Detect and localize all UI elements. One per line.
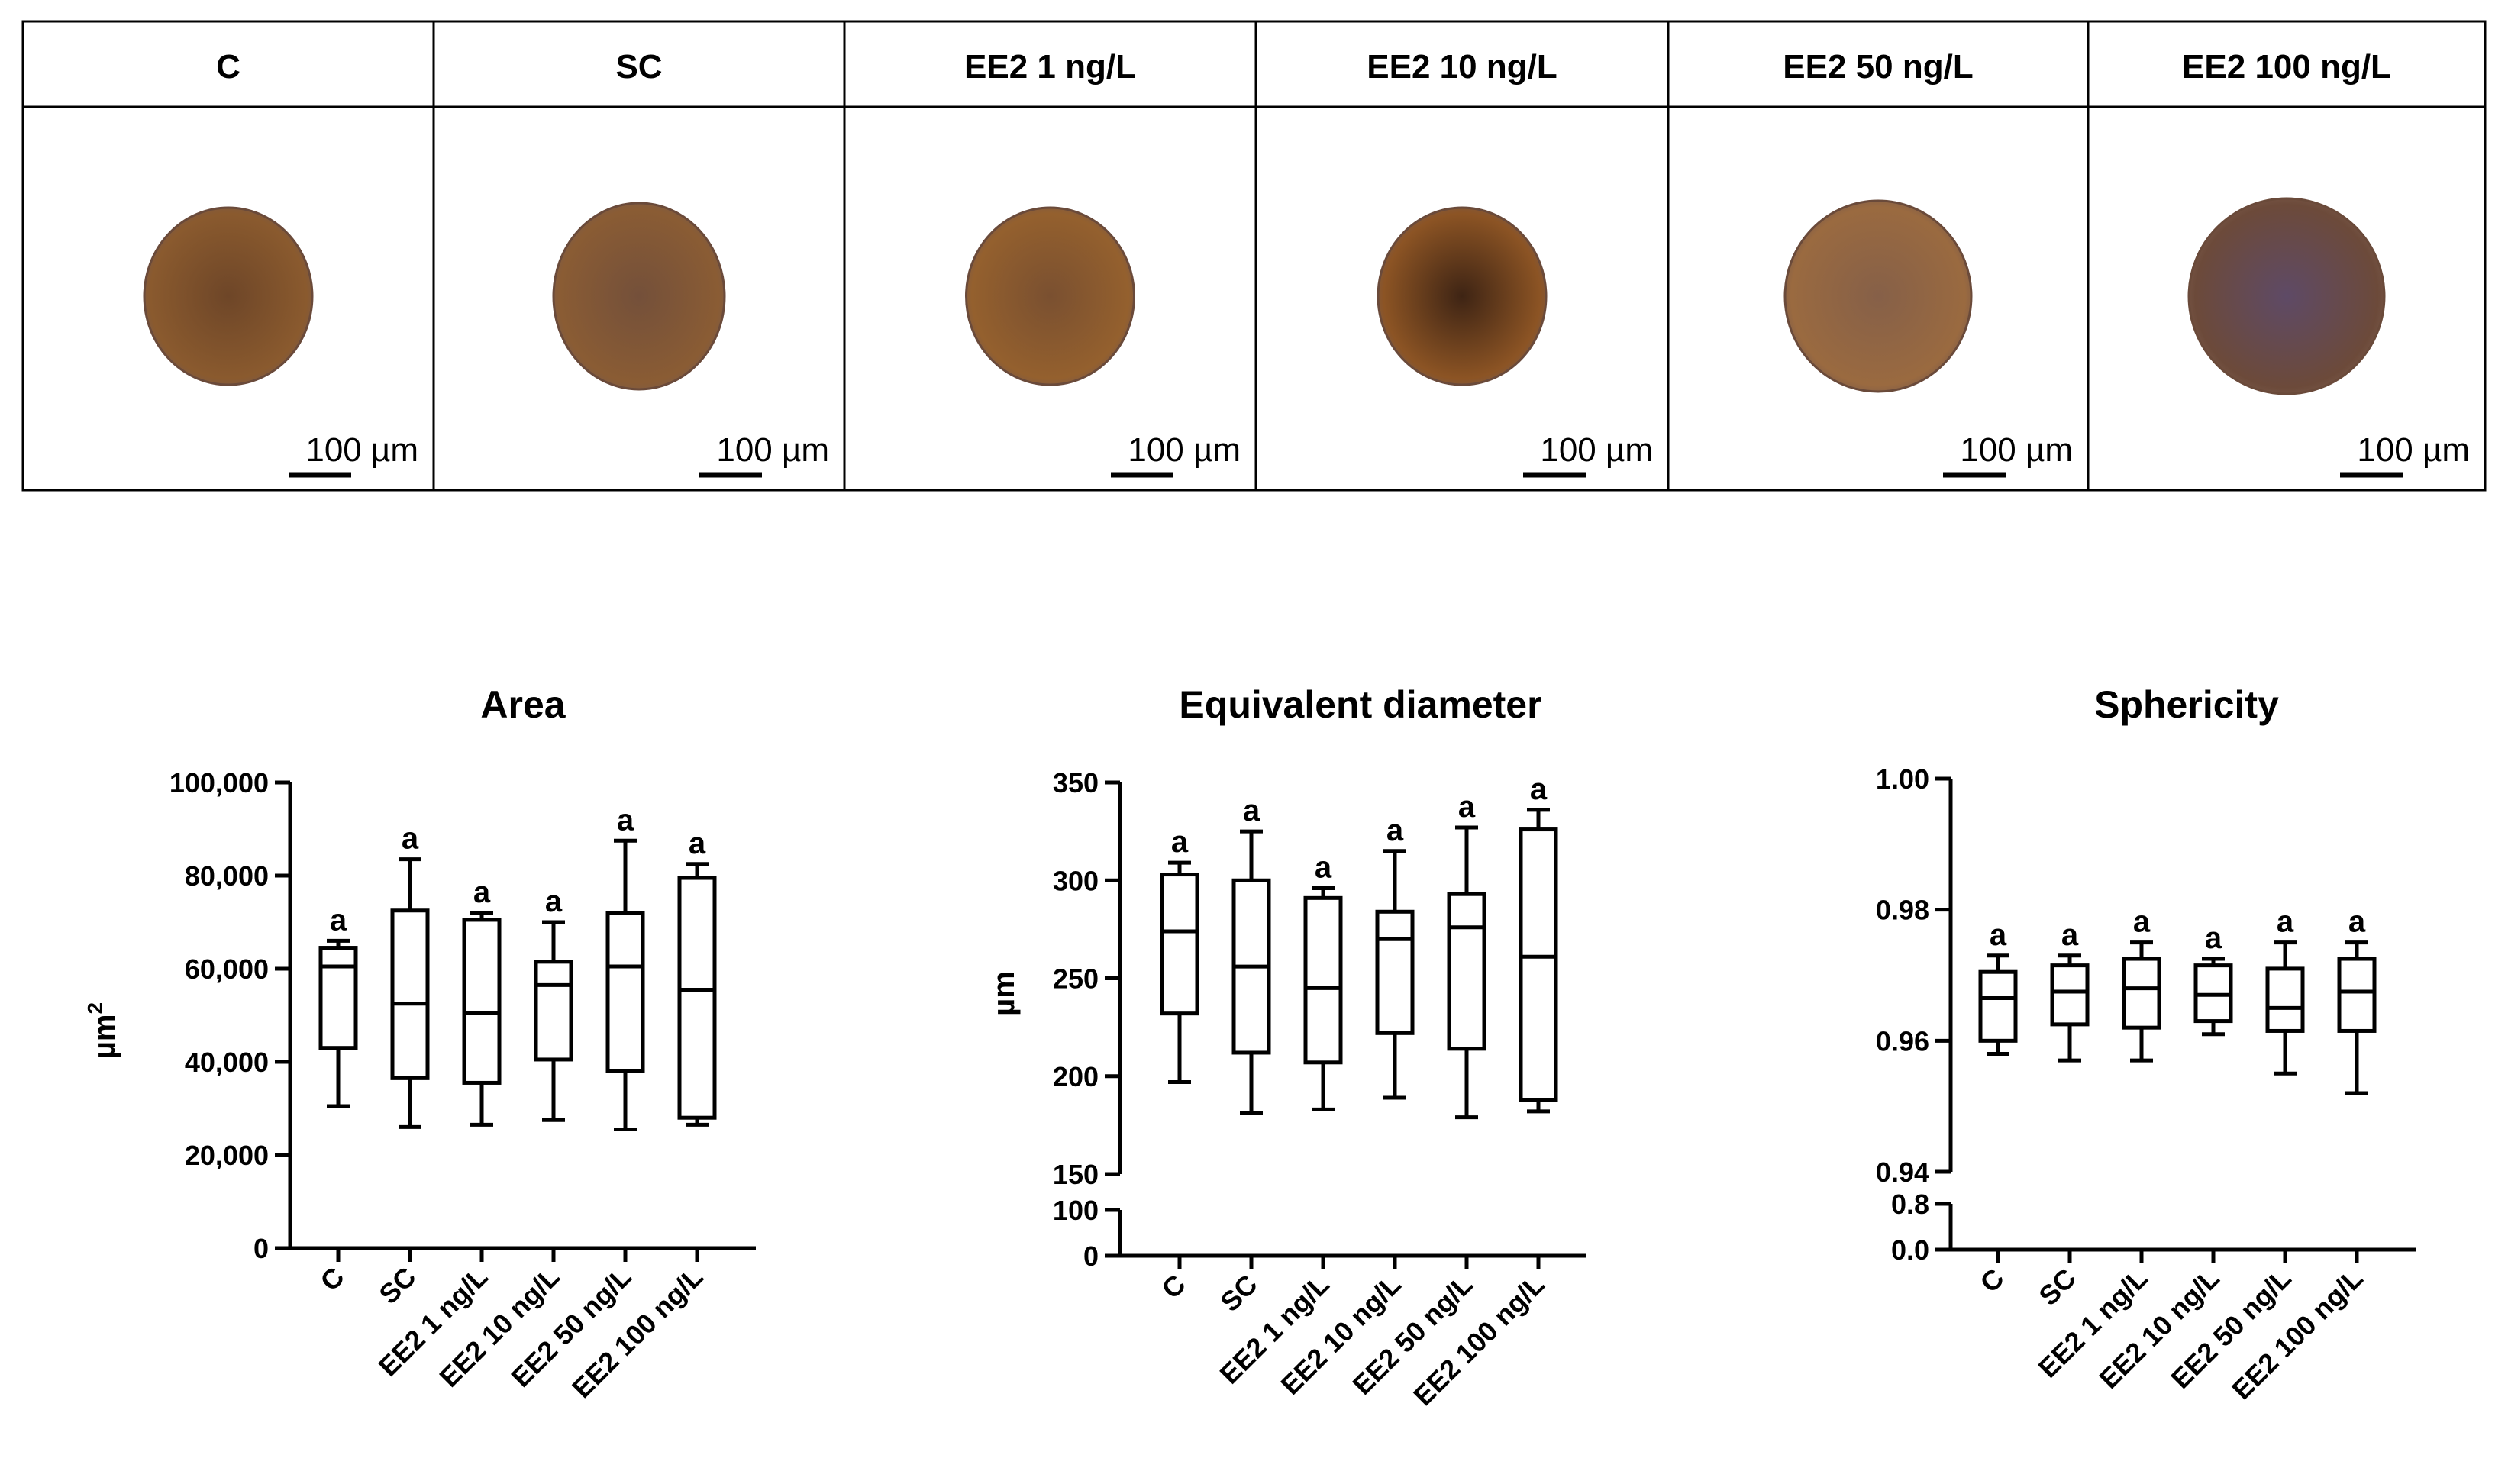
spheroid-image-ee2-50-ng-l	[1783, 199, 1973, 393]
box-c	[1160, 873, 1199, 1016]
box-ee2-50-ng-l	[2265, 966, 2305, 1033]
significance-letter: a	[689, 827, 706, 860]
x-tick-label-sc: SC	[2032, 1263, 2081, 1311]
box-sc	[2050, 963, 2090, 1027]
scale-bar-label: 100 µm	[305, 431, 418, 469]
significance-letter: a	[2277, 905, 2294, 939]
significance-letter: a	[545, 885, 563, 918]
box-ee2-50-ng-l	[1447, 892, 1486, 1051]
scale-bar-label: 100 µm	[2357, 431, 2470, 469]
scale-bar-label: 100 µm	[1128, 431, 1241, 469]
box-ee2-1-ng-l	[1303, 895, 1343, 1065]
y-tick-label: 200	[1053, 1061, 1099, 1092]
y-axis-label-superscript: 2	[83, 1002, 107, 1015]
x-tick-label-c: C	[1974, 1263, 2009, 1298]
panel-header-sc: SC	[615, 48, 662, 85]
chart-title: Equivalent diameter	[1179, 683, 1541, 726]
y-tick-label: 1.00	[1876, 763, 1929, 795]
spheroid-image-sc	[552, 202, 726, 391]
y-tick-label: 100,000	[169, 767, 269, 798]
panel-header-ee2-1-ng-l: EE2 1 ng/L	[964, 48, 1136, 85]
box-sc	[390, 908, 430, 1080]
y-tick-label: 0.8	[1891, 1189, 1929, 1220]
scale-bar-label: 100 µm	[716, 431, 829, 469]
significance-letter: a	[1315, 851, 1332, 885]
spheroid-image-ee2-1-ng-l	[965, 206, 1135, 386]
y-tick-label: 60,000	[185, 953, 269, 985]
spheroid-image-ee2-100-ng-l	[2187, 197, 2386, 395]
x-tick-label-c: C	[314, 1261, 350, 1297]
significance-letter: a	[617, 803, 634, 837]
significance-letter: a	[2061, 918, 2079, 952]
spheroid-image-c	[143, 206, 314, 386]
y-tick-label: 100	[1053, 1195, 1099, 1226]
y-tick-label: 0.0	[1891, 1234, 1929, 1266]
equivalent-diameter-chart: Equivalent diameter 150 200 250 300 350 0 100 µm…	[987, 683, 1586, 1411]
y-tick-label: 40,000	[185, 1047, 269, 1078]
box-ee2-1-ng-l	[462, 918, 502, 1085]
y-tick-label: 0.96	[1876, 1025, 1929, 1057]
y-tick-label: 350	[1053, 767, 1099, 798]
scale-bar-label: 100 µm	[1540, 431, 1653, 469]
significance-letter: a	[330, 903, 347, 937]
box-ee2-100-ng-l	[2337, 957, 2377, 1033]
panel-frame	[21, 20, 2487, 492]
significance-letter: a	[2205, 921, 2222, 955]
y-tick-label: 0	[1083, 1240, 1099, 1272]
box-ee2-100-ng-l	[677, 876, 717, 1120]
scale-bar-label: 100 µm	[1960, 431, 2073, 469]
significance-letter: a	[1386, 814, 1404, 847]
box-ee2-10-ng-l	[534, 960, 573, 1062]
box-ee2-1-ng-l	[2122, 957, 2161, 1030]
spheroid-image-panel: C 100 µm SC 100 µm EE2 1 ng/L 100 µm EE2 10 ng…	[21, 20, 2487, 492]
x-tick-label-sc: SC	[373, 1261, 421, 1310]
panel-header-ee2-50-ng-l: EE2 50 ng/L	[1783, 48, 1973, 85]
box-ee2-100-ng-l	[1519, 827, 1558, 1102]
y-tick-label: 0.98	[1876, 895, 1929, 926]
y-tick-label: 300	[1053, 865, 1099, 896]
y-tick-label: 0.94	[1876, 1157, 1929, 1188]
y-tick-label: 20,000	[185, 1140, 269, 1171]
significance-letter: a	[1458, 790, 1476, 824]
sphericity-chart: Sphericity0.940.960.981.000.00.8aCaSCaEE…	[1876, 683, 2416, 1405]
significance-letter: a	[2133, 905, 2151, 939]
chart-title: Sphericity	[2094, 683, 2279, 726]
significance-letter: a	[2348, 905, 2366, 939]
box-ee2-10-ng-l	[1375, 909, 1415, 1035]
significance-letter: a	[1171, 825, 1189, 859]
spheroid-image-ee2-10-ng-l	[1377, 206, 1548, 386]
y-tick-label: 80,000	[185, 860, 269, 892]
chart-title: Area	[480, 683, 566, 726]
panel-header-ee2-100-ng-l: EE2 100 ng/L	[2182, 48, 2391, 85]
significance-letter: a	[473, 876, 491, 909]
y-axis-label: µm2	[83, 1002, 121, 1059]
y-axis-label: µm	[987, 971, 1021, 1016]
y-tick-label: 150	[1053, 1159, 1099, 1190]
box-c	[318, 946, 358, 1050]
significance-letter: a	[1990, 918, 2007, 952]
y-tick-label: 250	[1053, 963, 1099, 995]
box-ee2-50-ng-l	[605, 911, 645, 1073]
x-tick-label-sc: SC	[1214, 1269, 1263, 1318]
significance-letter: a	[1243, 794, 1260, 827]
significance-letter: a	[402, 822, 419, 856]
x-tick-label-c: C	[1155, 1269, 1191, 1305]
y-tick-label: 0	[253, 1233, 269, 1264]
panel-header-c: C	[216, 48, 240, 85]
area-chart: Area 0 20,000 40,000 60,000 80,000 100,000 µm2 a…	[83, 683, 756, 1404]
panel-header-ee2-10-ng-l: EE2 10 ng/L	[1367, 48, 1557, 85]
box-c	[1978, 969, 2018, 1043]
significance-letter: a	[1530, 773, 1548, 806]
